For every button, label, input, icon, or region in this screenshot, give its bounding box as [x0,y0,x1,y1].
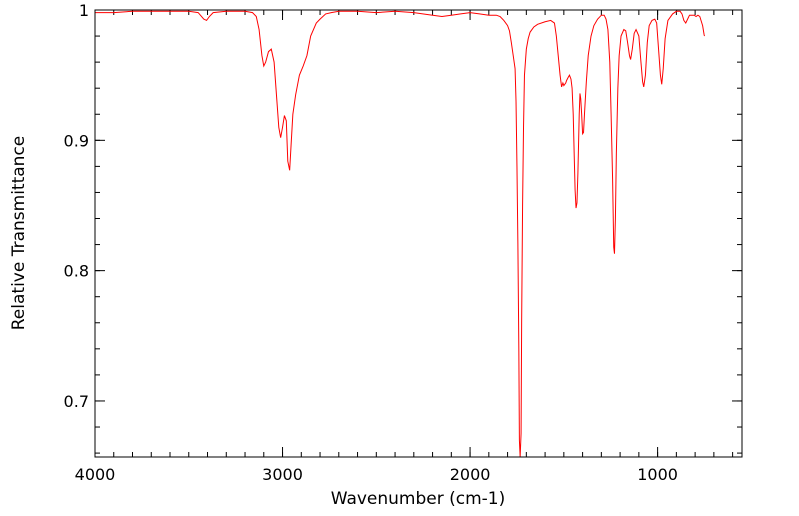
x-tick-labels: 4000 3000 2000 1000 [75,465,678,484]
y-axis-title: Relative Transmittance [9,136,29,331]
x-tick-label: 2000 [450,465,491,484]
y-tick-label: 0.8 [64,262,89,281]
plot-frame [94,9,743,458]
x-axis-title: Wavenumber (cm-1) [331,489,506,509]
minor-ticks [94,9,742,457]
y-tick-label: 0.9 [64,131,89,150]
x-tick-label: 4000 [75,465,116,484]
y-tick-label: 1 [79,1,89,20]
x-tick-label: 3000 [262,465,303,484]
y-tick-labels: 0.7 0.8 0.9 1 [64,1,89,411]
spectrum-line [95,10,705,458]
plot-background [95,10,742,457]
y-tick-label: 0.7 [64,392,89,411]
x-tick-label: 1000 [637,465,678,484]
